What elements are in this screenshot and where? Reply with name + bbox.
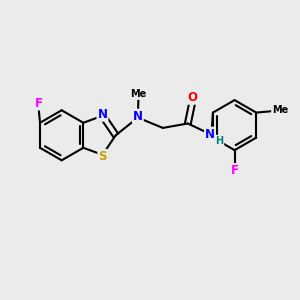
Text: H: H bbox=[216, 136, 224, 146]
Text: Me: Me bbox=[272, 105, 288, 115]
Text: N: N bbox=[133, 110, 143, 123]
Text: Me: Me bbox=[130, 89, 146, 99]
Text: S: S bbox=[98, 150, 107, 163]
Text: O: O bbox=[188, 91, 198, 104]
Text: F: F bbox=[34, 97, 43, 110]
Text: N: N bbox=[98, 108, 107, 121]
Text: F: F bbox=[231, 164, 239, 177]
Text: N: N bbox=[205, 128, 215, 141]
